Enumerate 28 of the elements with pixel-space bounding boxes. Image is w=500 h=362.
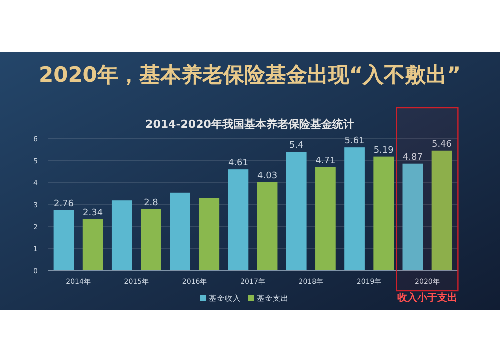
band-label: 收入小于支出 [397,292,458,304]
data-label: 2.76 [54,199,74,210]
data-label: 4.61 [228,158,248,169]
bar [344,148,365,271]
bar [141,209,162,271]
bar [402,164,424,271]
data-label: 4.71 [316,156,336,166]
data-label: 2.8 [144,198,159,208]
data-label: 5.4 [289,141,304,152]
chart-title: 2020年，基本养老保险基金出现“入不敷出” [38,63,462,87]
bar [257,182,278,271]
bar [54,210,74,271]
bar [170,192,190,271]
bar [228,170,249,271]
chart-subtitle: 2014-2020年我国基本养老保险基金统计 [146,118,354,131]
bar [82,220,104,271]
bar [316,167,336,271]
data-label: 5.61 [344,136,365,147]
bar [374,156,394,271]
data-label: 5.19 [374,146,394,156]
bar [432,150,452,271]
bar [286,152,307,271]
data-label: 4.03 [258,171,278,182]
bar [112,200,132,271]
data-label: 5.46 [432,140,452,150]
data-label: 4.87 [402,152,423,163]
data-label: 2.34 [83,208,104,219]
bar [199,198,220,271]
